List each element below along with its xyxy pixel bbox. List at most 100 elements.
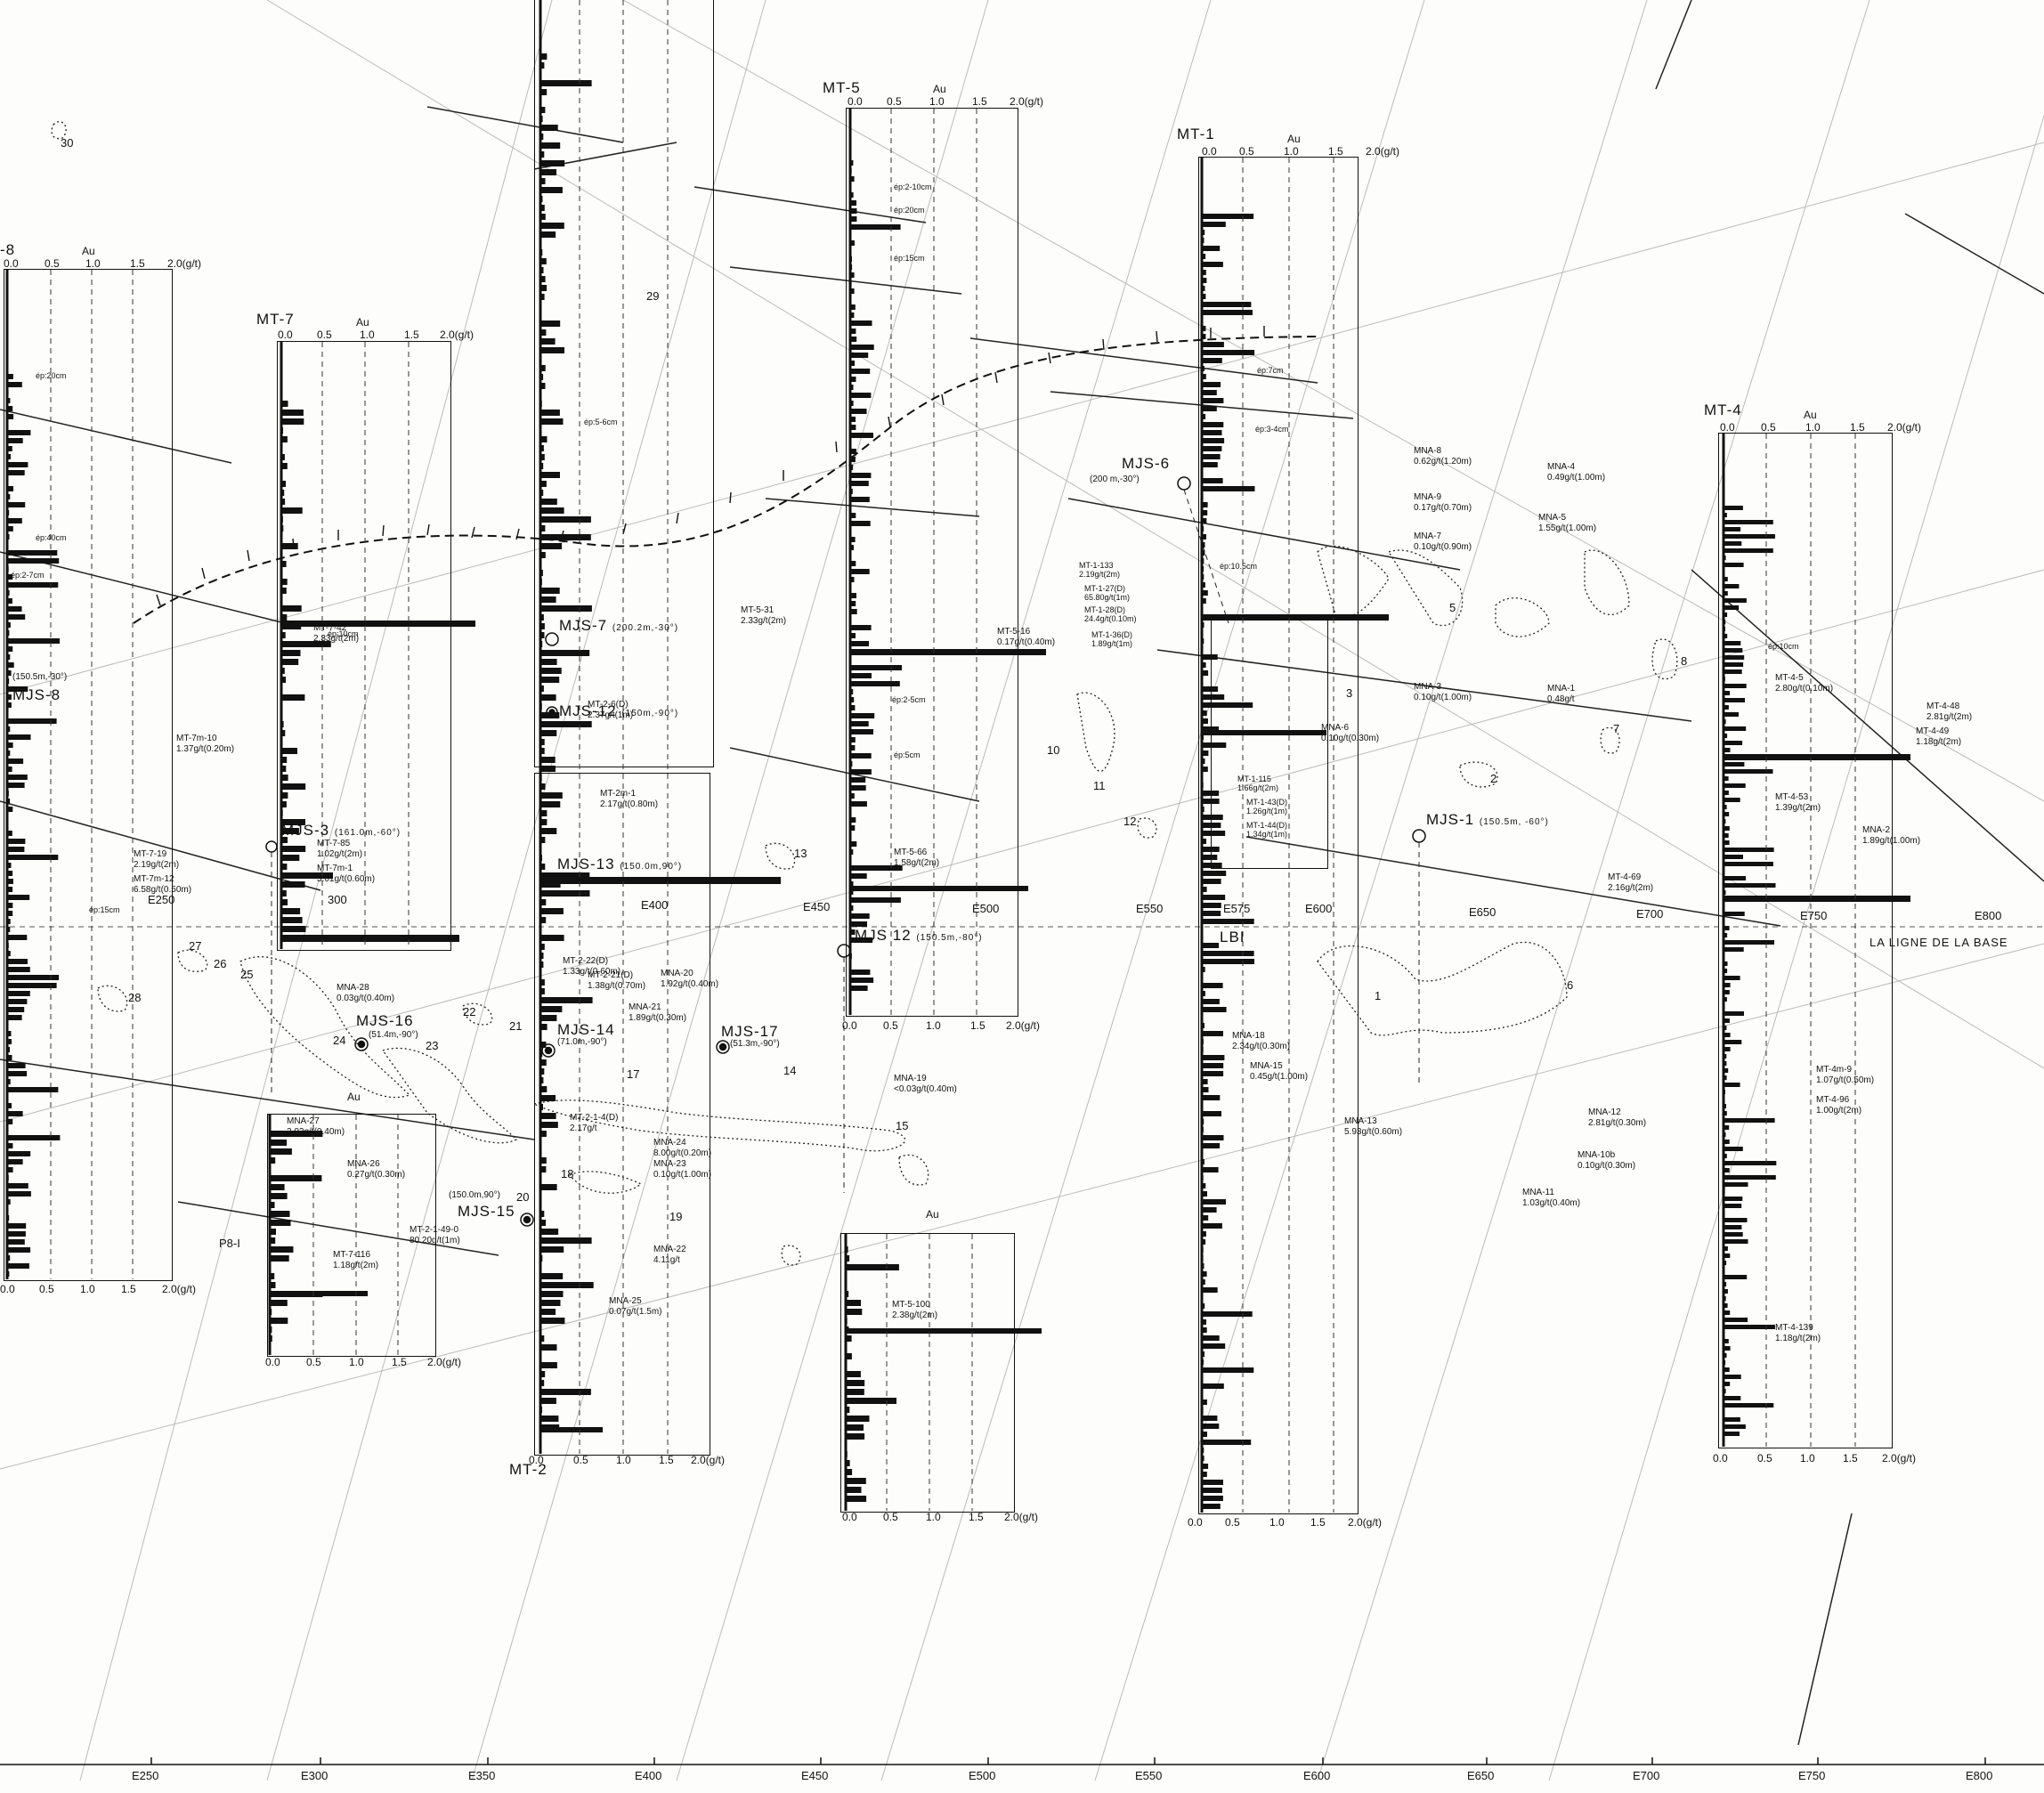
scale-bottom-t3-mt8: 1.5 bbox=[121, 1283, 136, 1295]
assay-bar bbox=[850, 865, 903, 871]
easting-tick-label: E700 bbox=[1633, 1769, 1660, 1782]
scale-bottom-units-mt8: 2.0(g/t) bbox=[162, 1283, 197, 1295]
assay-bar bbox=[1724, 1054, 1727, 1059]
scale-bottom-units-mt4: 2.0(g/t) bbox=[1882, 1452, 1917, 1464]
scale-bottom-t0-mt5: 0.0 bbox=[842, 1019, 857, 1032]
assay-bar bbox=[540, 988, 545, 994]
assay-bar bbox=[540, 748, 545, 754]
assay-bar bbox=[1724, 776, 1729, 781]
assay-bar bbox=[1202, 959, 1254, 964]
assay-bar bbox=[850, 569, 870, 574]
assay-bar bbox=[540, 507, 564, 514]
assay-bar bbox=[846, 1407, 850, 1413]
assay-bar bbox=[540, 481, 547, 487]
assay-bar bbox=[850, 393, 872, 398]
assay-bar bbox=[540, 151, 545, 158]
assay-bar bbox=[1724, 563, 1744, 567]
assay-bar bbox=[850, 641, 869, 646]
assay-bar-high bbox=[281, 935, 459, 942]
drillhole-spec-mjs8: (150.5m,-30°) bbox=[12, 672, 68, 682]
assay-bar bbox=[1202, 670, 1209, 676]
assay-bar bbox=[1724, 1253, 1731, 1258]
assay-bar bbox=[540, 383, 546, 389]
strip-log-mt4 bbox=[1718, 433, 1893, 1448]
assay-bar bbox=[1724, 591, 1728, 596]
assay-bar bbox=[281, 846, 306, 852]
assay-bar bbox=[540, 1309, 556, 1315]
assay-bar bbox=[1202, 430, 1222, 435]
assay-bar bbox=[7, 887, 13, 892]
assay-bar bbox=[1202, 1143, 1221, 1148]
assay-bar bbox=[1202, 230, 1205, 235]
assay-bar bbox=[1202, 374, 1206, 379]
assay-bar bbox=[540, 231, 556, 238]
assay-bar bbox=[540, 1398, 556, 1404]
assay-bar bbox=[850, 160, 854, 166]
assay-bar bbox=[1202, 750, 1209, 756]
assay-bar bbox=[850, 192, 854, 198]
assay-bar bbox=[850, 777, 866, 783]
drillhole-label-mjs12: MJS-12 (150m,-90°) bbox=[559, 702, 679, 719]
easting-tick-label: E650 bbox=[1467, 1769, 1495, 1782]
outcrops bbox=[51, 121, 1678, 1266]
assay-bar bbox=[540, 1237, 592, 1244]
assay-bar bbox=[1724, 1154, 1727, 1158]
assay-bar bbox=[540, 1006, 563, 1012]
assay-bar bbox=[846, 1264, 899, 1270]
assay-bar bbox=[540, 801, 561, 807]
assay-bar bbox=[1202, 358, 1222, 363]
outcrop-23: 23 bbox=[426, 1039, 439, 1052]
assay-bar bbox=[540, 1344, 557, 1351]
assay-bar bbox=[850, 401, 854, 406]
assay-bar bbox=[1202, 1095, 1221, 1100]
assay-bar bbox=[7, 502, 26, 507]
assay-bar bbox=[850, 513, 856, 518]
assay-bar bbox=[1202, 903, 1221, 908]
assay-bar bbox=[1202, 222, 1226, 227]
assay-bar bbox=[1724, 947, 1744, 952]
drillhole-label-mjs13: MJS-13 (150.0m,90°) bbox=[557, 856, 683, 872]
assay-bar bbox=[1724, 1318, 1748, 1322]
assay-bar bbox=[1202, 726, 1219, 732]
scale-bottom-t1-mt7b: 0.5 bbox=[306, 1356, 321, 1368]
assay-mt2-1-4: MT-2-1-4(D) 2.17g/t bbox=[570, 1113, 619, 1133]
outcrop-11: 11 bbox=[1093, 779, 1106, 792]
sample-mna8: MNA-8 0.62g/t(1.20m) bbox=[1414, 446, 1472, 467]
assay-bar bbox=[1202, 1383, 1224, 1389]
outcrop-300: 300 bbox=[328, 893, 347, 906]
assay-bar bbox=[1202, 710, 1207, 716]
assay-bar bbox=[540, 1416, 559, 1422]
assay-bar bbox=[1202, 1416, 1218, 1421]
assay-bar bbox=[1724, 833, 1729, 838]
assay-bar bbox=[1202, 815, 1223, 820]
strip-log-mt2 bbox=[534, 0, 714, 767]
scale-au-mt1: Au bbox=[1287, 133, 1301, 145]
easting-tick-label: E550 bbox=[1135, 1769, 1163, 1782]
assay-bar bbox=[1202, 911, 1221, 916]
vein-note: ép:15cm bbox=[894, 254, 925, 263]
assay-bar bbox=[7, 1055, 12, 1060]
assay-bar bbox=[540, 214, 546, 220]
assay-bar bbox=[540, 837, 546, 843]
assay-bar bbox=[7, 1143, 13, 1148]
assay-bar bbox=[7, 686, 28, 692]
assay-bar bbox=[1724, 862, 1773, 866]
assay-bar bbox=[1202, 462, 1218, 467]
assay-bar bbox=[1202, 550, 1205, 556]
assay-mt1-44: MT-1-44(D) 1.34g/t(1m) bbox=[1246, 821, 1288, 840]
assay-bar bbox=[281, 890, 287, 896]
scale-au-mt7b: Au bbox=[347, 1091, 361, 1103]
assay-bar bbox=[7, 895, 30, 900]
scale-bottom-t1-mt1: 0.5 bbox=[1225, 1516, 1240, 1529]
strip-log-mt1b bbox=[1211, 618, 1328, 869]
assay-bar bbox=[7, 911, 13, 916]
mid-easting-e600: E600 bbox=[1305, 902, 1333, 915]
outcrop-2: 2 bbox=[1490, 772, 1497, 785]
assay-mt2-1-49: MT-2-1-49-0 80.20g/t(1m) bbox=[410, 1225, 460, 1245]
assay-bar bbox=[1202, 855, 1218, 860]
sample-mna15: MNA-15 0.45g/t(1.00m) bbox=[1250, 1061, 1309, 1082]
strip-log-mt7 bbox=[277, 341, 451, 951]
scale-t1-mt5: 0.5 bbox=[887, 95, 902, 108]
assay-bar bbox=[850, 937, 873, 943]
outcrop-6: 6 bbox=[1567, 978, 1574, 992]
